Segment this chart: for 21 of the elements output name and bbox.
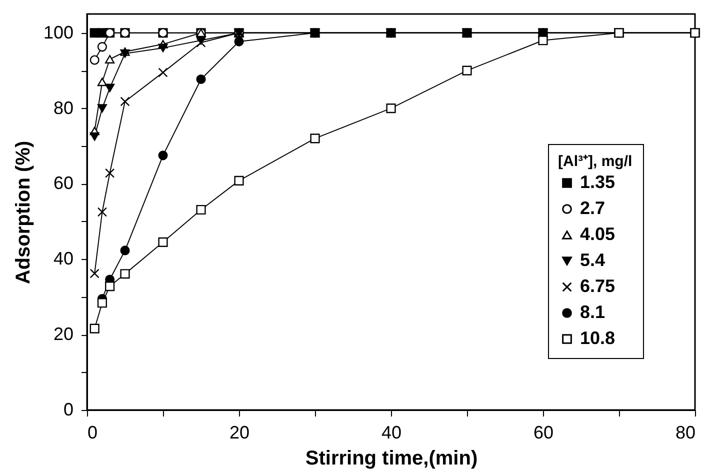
- legend-title: [Al³⁺], mg/l: [558, 153, 632, 170]
- y-tick-label: 0: [63, 400, 74, 420]
- y-tick-label: 40: [53, 248, 74, 269]
- x-axis-title: Stirring time,(min): [305, 448, 478, 470]
- y-tick-label: 80: [53, 98, 74, 118]
- legend-label: 6.75: [580, 276, 616, 296]
- legend-label: 4.05: [580, 224, 616, 244]
- y-tick-label: 20: [53, 324, 74, 344]
- x-tick-label: 20: [229, 422, 250, 442]
- y-tick-label: 100: [43, 22, 74, 42]
- x-tick-label: 0: [88, 422, 98, 442]
- legend-label: 8.1: [580, 302, 606, 322]
- y-tick-label: 60: [53, 173, 74, 194]
- legend-label: 1.35: [580, 172, 616, 192]
- legend-label: 2.7: [580, 198, 606, 218]
- x-tick-label: 60: [533, 422, 554, 442]
- x-tick-label: 40: [381, 422, 402, 442]
- legend-label: 5.4: [580, 250, 606, 270]
- x-tick-label: 80: [675, 422, 696, 442]
- legend-label: 10.8: [580, 328, 616, 348]
- y-axis-title: Adsorption (%): [12, 140, 34, 284]
